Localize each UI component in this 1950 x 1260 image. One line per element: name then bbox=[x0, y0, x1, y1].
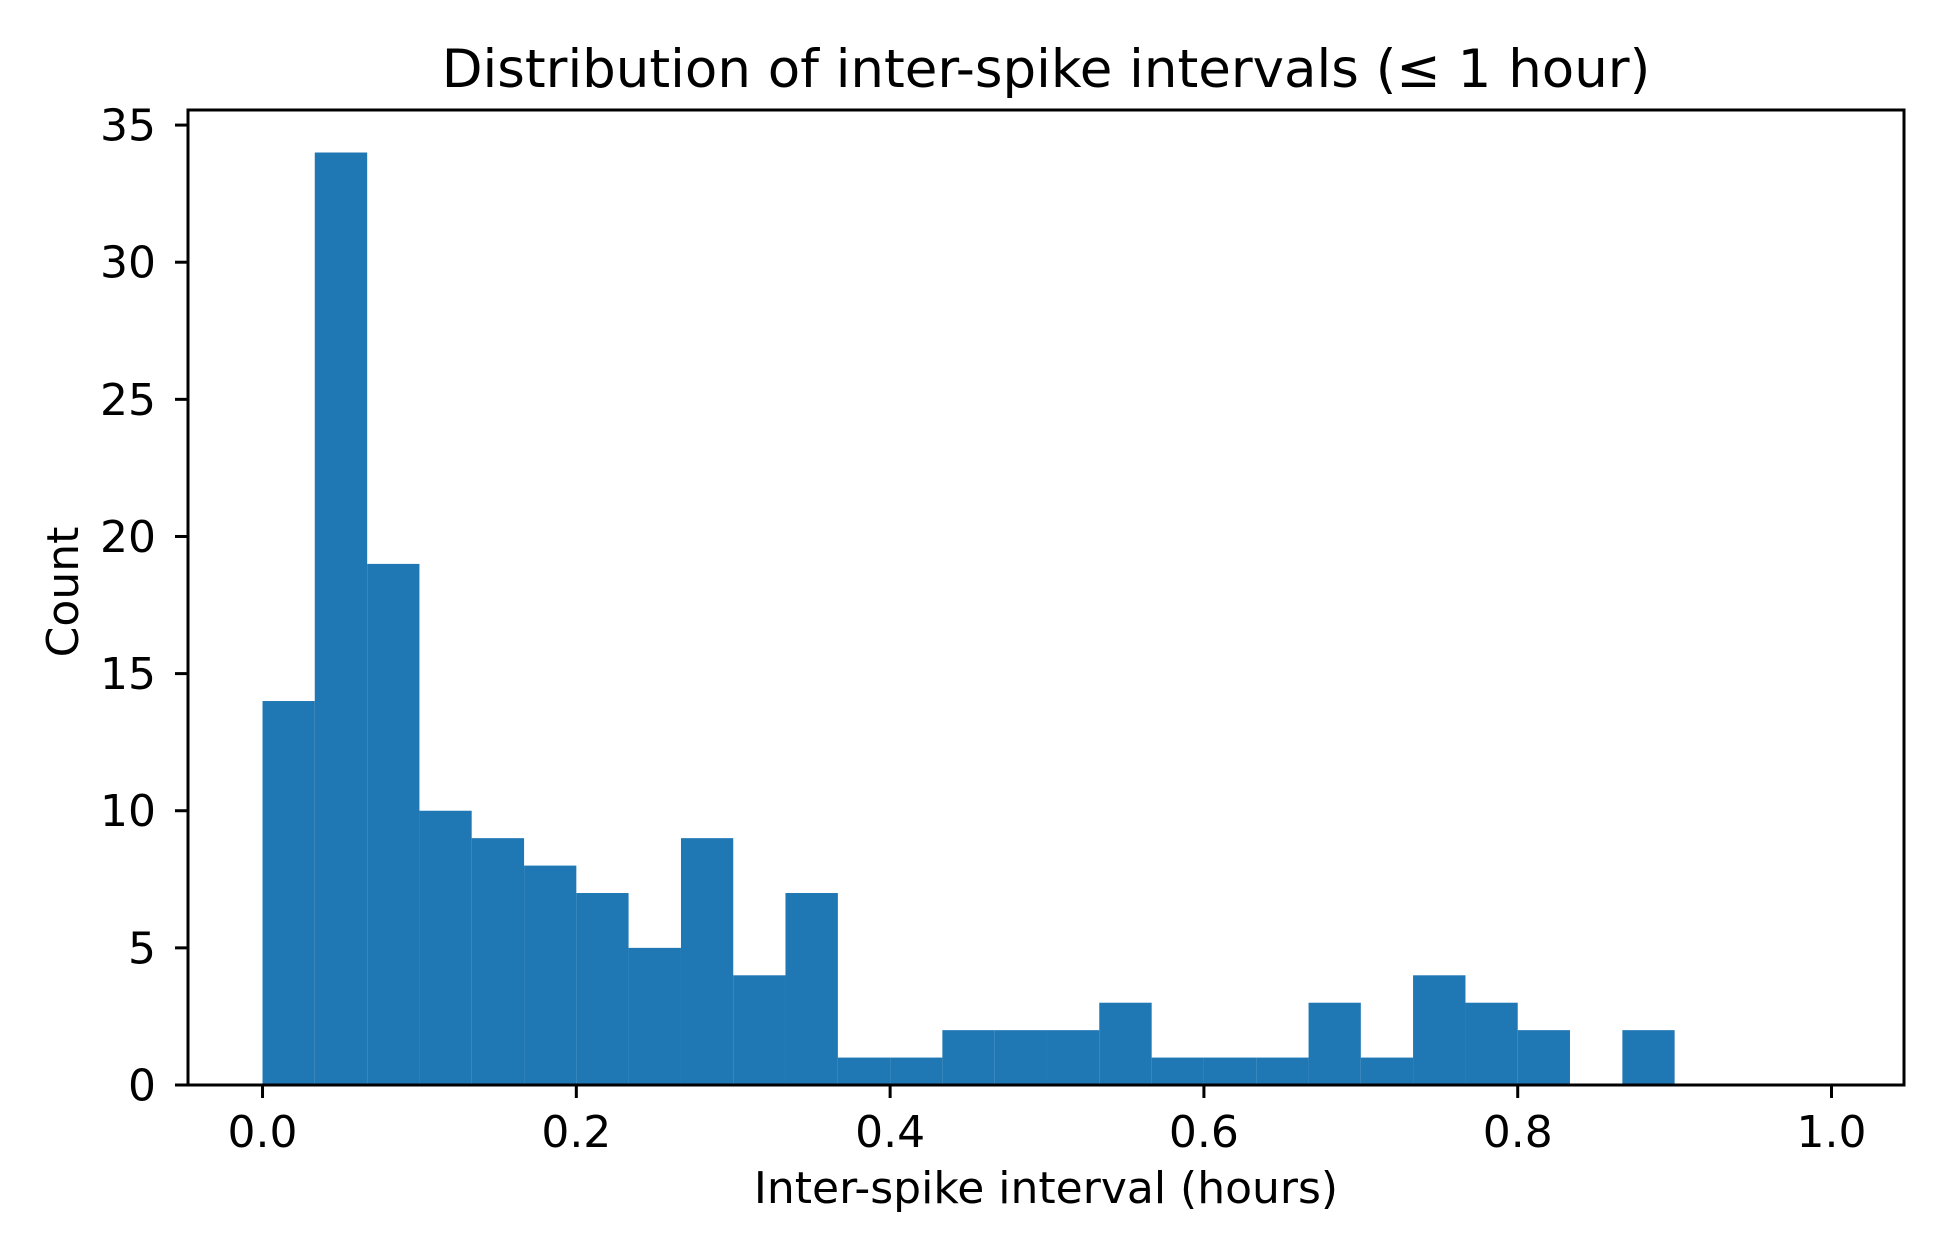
y-tick-label: 15 bbox=[100, 649, 156, 700]
histogram-bar bbox=[419, 810, 472, 1085]
x-axis: 0.0 0.2 0.4 0.6 0.8 1.0 bbox=[228, 1085, 1867, 1158]
x-tick-label: 1.0 bbox=[1797, 1107, 1867, 1158]
y-tick-label: 0 bbox=[128, 1061, 156, 1112]
histogram-bar bbox=[262, 701, 315, 1085]
histogram-bar bbox=[314, 152, 368, 1085]
histogram-bar bbox=[1047, 1030, 1100, 1085]
x-tick-label: 0.6 bbox=[1169, 1107, 1239, 1158]
x-axis-label: Inter-spike interval (hours) bbox=[754, 1163, 1338, 1214]
histogram-bar bbox=[1413, 975, 1466, 1085]
histogram-bar bbox=[1622, 1030, 1675, 1085]
y-tick-label: 25 bbox=[100, 375, 156, 426]
histogram-bar bbox=[471, 838, 525, 1085]
histogram-bar bbox=[733, 975, 786, 1085]
chart-title: Distribution of inter-spike intervals (≤… bbox=[442, 39, 1651, 100]
x-tick-label: 0.2 bbox=[541, 1107, 611, 1158]
axes-frame bbox=[186, 108, 1906, 1087]
histogram-bar bbox=[890, 1057, 943, 1085]
histogram-bar bbox=[367, 563, 420, 1085]
x-tick-label: 0.8 bbox=[1483, 1107, 1553, 1158]
histogram-bar bbox=[1151, 1057, 1204, 1085]
histogram-bar bbox=[942, 1030, 995, 1085]
x-tick-label: 0.0 bbox=[228, 1107, 298, 1158]
histogram-bar bbox=[1099, 1002, 1152, 1085]
y-tick-label: 30 bbox=[100, 238, 156, 289]
y-tick-label: 35 bbox=[100, 101, 156, 152]
histogram-bar bbox=[1360, 1057, 1414, 1085]
y-axis: 0 5 10 15 20 25 30 35 bbox=[100, 101, 188, 1112]
x-tick-label: 0.4 bbox=[855, 1107, 925, 1158]
histogram-bar bbox=[628, 947, 681, 1085]
histogram-bar bbox=[1203, 1057, 1257, 1085]
y-tick-label: 20 bbox=[100, 512, 156, 563]
y-tick-label: 5 bbox=[128, 923, 156, 974]
y-tick-label: 10 bbox=[100, 786, 156, 837]
histogram-bar bbox=[576, 893, 629, 1085]
bars-group bbox=[262, 152, 1675, 1085]
histogram-bar bbox=[1256, 1057, 1309, 1085]
histogram-bar bbox=[1308, 1002, 1361, 1085]
y-axis-label: Count bbox=[38, 527, 89, 658]
histogram-bar bbox=[837, 1057, 891, 1085]
histogram-bar bbox=[1465, 1002, 1518, 1085]
histogram-bar bbox=[785, 893, 838, 1085]
histogram-bar bbox=[680, 838, 734, 1085]
histogram-bar bbox=[524, 865, 577, 1085]
histogram-bar bbox=[994, 1030, 1048, 1085]
histogram-bar bbox=[1517, 1030, 1570, 1085]
